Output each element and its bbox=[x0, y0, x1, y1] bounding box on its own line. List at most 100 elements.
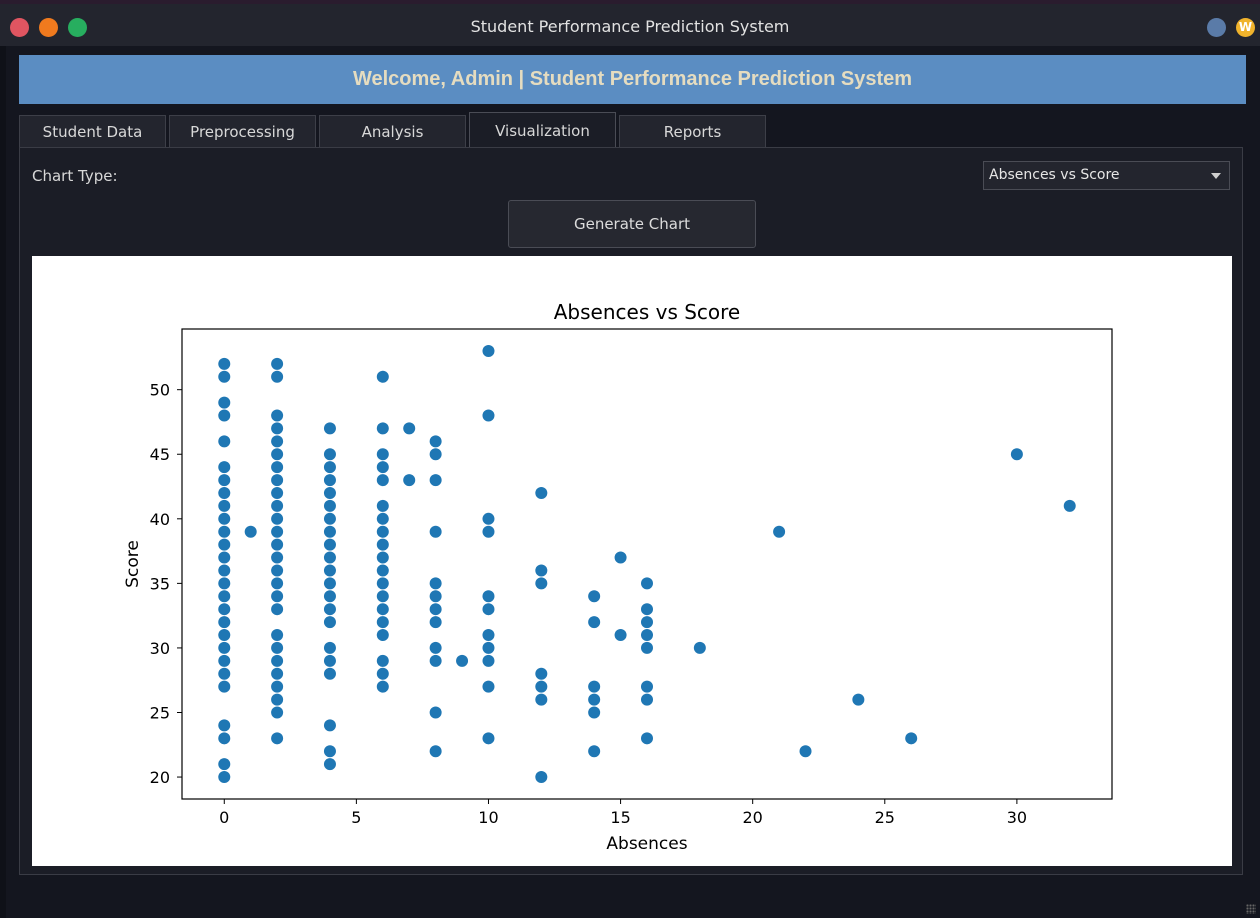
data-point bbox=[271, 486, 284, 499]
data-point bbox=[323, 448, 336, 461]
data-point bbox=[218, 758, 231, 771]
data-point bbox=[641, 616, 653, 629]
data-point bbox=[905, 732, 918, 745]
data-point bbox=[403, 422, 416, 435]
data-point bbox=[218, 680, 231, 693]
data-point bbox=[376, 564, 389, 577]
data-point bbox=[535, 693, 548, 706]
data-point bbox=[218, 616, 231, 629]
data-point bbox=[429, 577, 442, 590]
data-point bbox=[323, 422, 336, 435]
data-point bbox=[218, 435, 231, 448]
data-point bbox=[588, 680, 601, 693]
data-point bbox=[271, 499, 284, 512]
data-point bbox=[376, 499, 389, 512]
data-point bbox=[429, 706, 442, 719]
data-point bbox=[641, 680, 653, 693]
data-point bbox=[271, 435, 284, 448]
data-point bbox=[614, 551, 627, 564]
data-point bbox=[429, 448, 442, 461]
data-point bbox=[323, 564, 336, 577]
data-point bbox=[852, 693, 865, 706]
data-point bbox=[376, 474, 389, 487]
resize-grip-icon[interactable] bbox=[1246, 904, 1256, 914]
chart-type-select[interactable]: Absences vs Score bbox=[983, 161, 1230, 190]
data-point bbox=[323, 474, 336, 487]
y-axis-label: Score bbox=[123, 540, 143, 588]
data-point bbox=[218, 538, 231, 551]
data-point bbox=[1063, 499, 1076, 512]
data-point bbox=[244, 525, 257, 538]
data-point bbox=[271, 667, 284, 680]
data-point bbox=[376, 448, 389, 461]
data-point bbox=[376, 616, 389, 629]
data-point bbox=[218, 667, 231, 680]
close-icon[interactable] bbox=[10, 18, 29, 37]
data-point bbox=[429, 435, 442, 448]
left-edge-strip bbox=[0, 46, 6, 918]
data-point bbox=[218, 551, 231, 564]
data-point bbox=[641, 577, 653, 590]
data-point bbox=[271, 706, 284, 719]
data-point bbox=[218, 357, 231, 370]
data-point bbox=[271, 680, 284, 693]
data-point bbox=[535, 680, 548, 693]
data-point bbox=[218, 474, 231, 487]
data-point bbox=[588, 745, 601, 758]
data-point bbox=[218, 719, 231, 732]
data-point bbox=[535, 771, 548, 784]
data-point bbox=[218, 603, 231, 616]
data-point bbox=[323, 758, 336, 771]
data-point bbox=[271, 422, 284, 435]
tab-visualization[interactable]: Visualization bbox=[469, 112, 616, 148]
data-point bbox=[271, 538, 284, 551]
data-point bbox=[482, 512, 495, 525]
data-point bbox=[218, 577, 231, 590]
data-point bbox=[271, 551, 284, 564]
tray-circle-icon[interactable] bbox=[1207, 18, 1226, 37]
data-point bbox=[323, 551, 336, 564]
data-point bbox=[218, 771, 231, 784]
data-point bbox=[271, 590, 284, 603]
data-point bbox=[376, 603, 389, 616]
generate-chart-button[interactable]: Generate Chart bbox=[508, 200, 756, 248]
data-point bbox=[323, 616, 336, 629]
y-tick-label: 40 bbox=[150, 510, 170, 529]
titlebar-top-edge bbox=[0, 0, 1260, 4]
data-point bbox=[323, 719, 336, 732]
minimize-icon[interactable] bbox=[39, 18, 58, 37]
tab-student-data[interactable]: Student Data bbox=[19, 115, 166, 147]
data-point bbox=[482, 409, 495, 422]
y-tick-label: 20 bbox=[150, 768, 170, 787]
data-point bbox=[323, 641, 336, 654]
data-point bbox=[376, 551, 389, 564]
y-tick-label: 30 bbox=[150, 639, 170, 658]
data-point bbox=[323, 499, 336, 512]
maximize-icon[interactable] bbox=[68, 18, 87, 37]
data-point bbox=[376, 512, 389, 525]
y-tick-label: 45 bbox=[150, 445, 170, 464]
data-point bbox=[376, 461, 389, 474]
data-point bbox=[323, 486, 336, 499]
tab-preprocessing[interactable]: Preprocessing bbox=[169, 115, 316, 147]
data-point bbox=[376, 590, 389, 603]
tab-reports[interactable]: Reports bbox=[619, 115, 766, 147]
data-point bbox=[218, 525, 231, 538]
data-point bbox=[482, 603, 495, 616]
data-point bbox=[588, 590, 601, 603]
data-point bbox=[271, 603, 284, 616]
data-point bbox=[376, 667, 389, 680]
data-point bbox=[271, 577, 284, 590]
x-tick-label: 30 bbox=[1007, 808, 1027, 827]
data-point bbox=[535, 667, 548, 680]
data-point bbox=[588, 616, 601, 629]
data-point bbox=[376, 538, 389, 551]
data-point bbox=[218, 732, 231, 745]
data-point bbox=[535, 564, 548, 577]
data-point bbox=[376, 629, 389, 642]
data-point bbox=[218, 641, 231, 654]
x-tick-label: 0 bbox=[219, 808, 229, 827]
tray-w-icon[interactable]: W bbox=[1236, 18, 1255, 37]
data-point bbox=[271, 370, 284, 383]
tab-analysis[interactable]: Analysis bbox=[319, 115, 466, 147]
